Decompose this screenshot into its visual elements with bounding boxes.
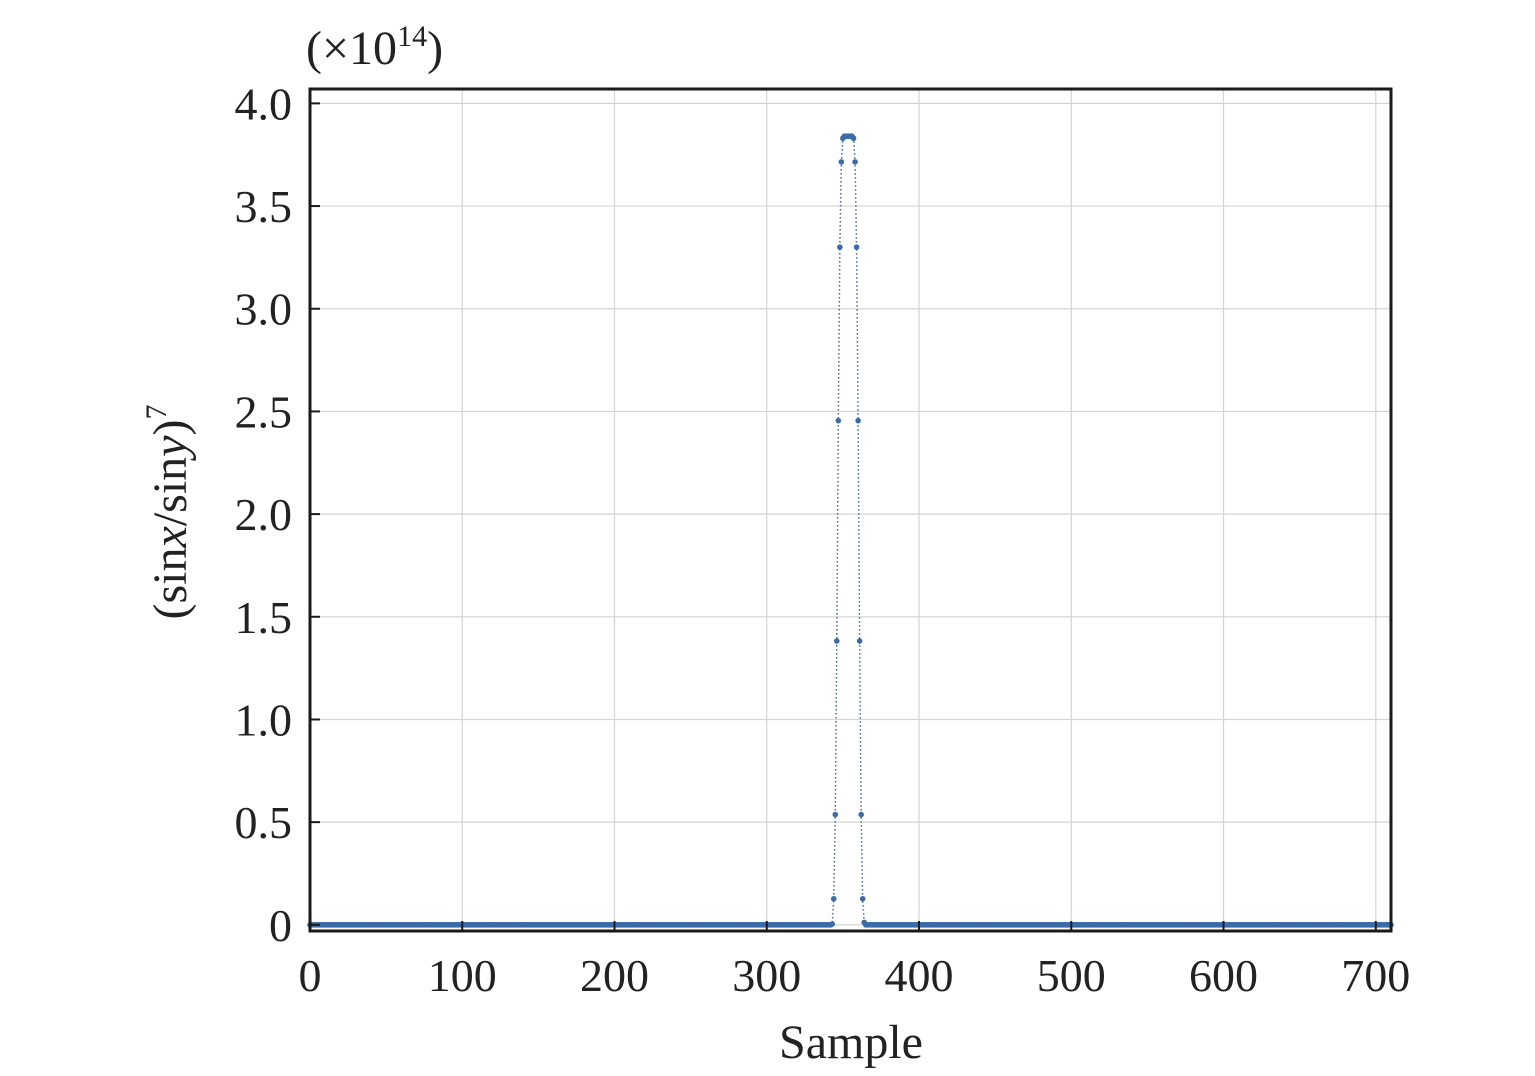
series-points: [307, 133, 1394, 928]
data-point: [859, 895, 866, 902]
data-point: [850, 135, 857, 142]
y-tick-label: 3.0: [235, 284, 293, 335]
x-tick-label: 700: [1341, 950, 1410, 1001]
data-point: [832, 811, 839, 818]
x-tick-label: 500: [1037, 950, 1106, 1001]
y-title-exponent: 7: [140, 405, 173, 420]
series-line: [310, 135, 1391, 926]
y-tick-label: 1.5: [235, 592, 293, 643]
y-scale-prefix: (×10: [306, 22, 397, 75]
y-tick-label: 2.5: [235, 386, 293, 437]
y-tick-label: 1.0: [235, 694, 293, 745]
x-tick-label: 600: [1189, 950, 1258, 1001]
series-polyline: [310, 135, 1391, 926]
data-point: [853, 244, 860, 250]
data-point: [837, 244, 843, 250]
data-point: [858, 811, 864, 818]
y-axis-title: (sinx/siny)7: [140, 405, 197, 620]
grid-lines: [309, 89, 1391, 931]
y-scale-label: (×1014): [306, 20, 443, 75]
x-tick-label: 300: [732, 950, 801, 1001]
y-title-mid: /sin: [144, 457, 197, 526]
y-tick-label: 2.0: [235, 489, 293, 540]
data-point: [838, 159, 845, 165]
y-scale-suffix: ): [427, 22, 443, 75]
y-title-y-var: y: [144, 435, 197, 462]
x-axis-ticks: 0 100 200 300 400 500 600 700: [299, 921, 1410, 1001]
y-tick-label: 3.5: [235, 181, 293, 232]
plot-area-frame: [308, 87, 1393, 933]
x-tick-label: 200: [580, 950, 649, 1001]
x-tick-label: 100: [428, 950, 497, 1001]
data-point: [830, 895, 837, 902]
y-tick-label: 4.0: [235, 78, 293, 129]
y-axis-ticks: 0 0.5 1.0 1.5 2.0 2.5 3.0 3.5 4.0: [235, 78, 320, 951]
data-point: [835, 417, 842, 424]
y-title-x-var: x: [144, 526, 197, 548]
y-title-prefix: (sin: [144, 547, 197, 619]
data-point: [855, 417, 861, 424]
y-tick-label: 0: [269, 900, 292, 951]
data-point: [829, 921, 836, 927]
y-scale-exponent: 14: [397, 20, 427, 53]
y-tick-label: 0.5: [235, 797, 293, 848]
y-title-close: ): [144, 420, 197, 436]
data-point: [856, 638, 863, 644]
x-axis-title: Sample: [779, 1016, 923, 1069]
data-point: [834, 638, 840, 644]
data-point: [852, 159, 858, 165]
x-tick-label: 0: [299, 950, 322, 1001]
x-tick-label: 400: [885, 950, 954, 1001]
